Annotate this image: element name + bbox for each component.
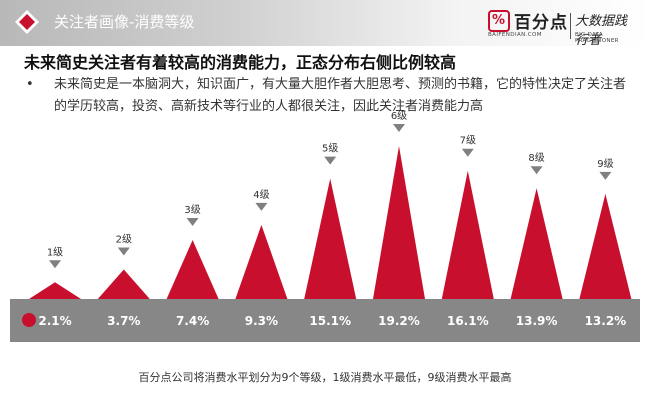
category-label: 7级 (460, 135, 476, 147)
marker-down-icon (393, 124, 405, 132)
bar-8 (510, 188, 563, 299)
category-label: 8级 (528, 152, 544, 164)
bar-5 (304, 178, 357, 299)
value-label: 16.1% (447, 314, 489, 328)
bar-7 (441, 170, 494, 299)
marker-down-icon (117, 247, 130, 256)
marker-down-icon (324, 156, 337, 165)
value-label: 2.1% (38, 314, 71, 328)
value-label: 7.4% (176, 314, 209, 328)
bar-6 (373, 146, 425, 299)
marker-down-icon (461, 148, 474, 157)
bullet-dot: • (26, 77, 34, 92)
value-label: 13.2% (585, 314, 627, 328)
brand-name: 百分点 (514, 13, 568, 33)
bar-1 (29, 282, 81, 299)
footnote: 百分点公司将消费水平划分为9个等级，1级消费水平最低，9级消费水平最高 (138, 371, 512, 384)
marker-down-icon (49, 260, 61, 269)
category-label: 4级 (253, 189, 269, 201)
bar-9 (579, 193, 632, 299)
brand-divider (570, 13, 571, 39)
page-title: 未来简史关注者有着较高的消费能力，正态分布右侧比例较高 (24, 53, 457, 72)
value-label: 3.7% (107, 314, 140, 328)
brand-logo: 百分点 BAIFENDIAN.COM 大数据践行者 BIG DATA PRACT… (488, 5, 638, 48)
bar-4 (235, 224, 288, 299)
category-label: 2级 (116, 234, 132, 246)
baseline-band (10, 299, 640, 342)
marker-down-icon (599, 171, 612, 180)
bullet-text: 未来简史是一本脑洞大，知识面广，有大量大胆作者大胆思考、预测的书籍，它的特性决定… (54, 77, 627, 114)
legend-dot-icon (22, 313, 36, 327)
bar-2 (97, 269, 150, 299)
bar-3 (166, 240, 219, 299)
category-label: 5级 (322, 143, 338, 155)
value-label: 9.3% (245, 314, 278, 328)
value-label: 19.2% (378, 314, 420, 328)
category-label: 6级 (391, 110, 407, 122)
category-label: 3级 (184, 204, 200, 216)
category-label: 1级 (47, 246, 63, 258)
marker-down-icon (186, 218, 199, 227)
value-label: 13.9% (516, 314, 558, 328)
percent-logo-icon (488, 10, 510, 32)
brand-slogan-en: BIG DATA PRACTITIONER (575, 32, 619, 44)
diamond-logo-icon (15, 10, 39, 34)
brand-url: BAIFENDIAN.COM (488, 32, 542, 38)
marker-down-icon (530, 166, 543, 175)
marker-down-icon (255, 202, 268, 211)
category-label: 9级 (597, 158, 613, 170)
section-title: 关注者画像-消费等级 (54, 13, 195, 31)
header-bar: 关注者画像-消费等级 (0, 0, 650, 46)
value-label: 15.1% (309, 314, 351, 328)
brand-slogan: 大数据践行者 (575, 14, 628, 48)
